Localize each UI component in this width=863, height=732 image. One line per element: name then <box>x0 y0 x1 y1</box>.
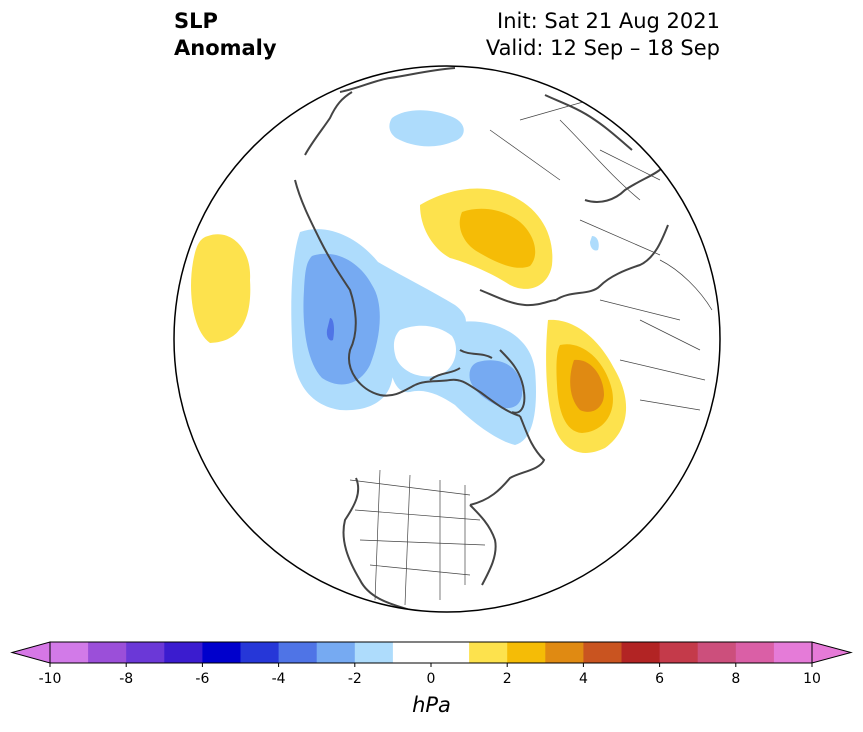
colorbar-tick-label: 6 <box>655 671 664 687</box>
negative-anomaly-greenland-mid <box>469 360 523 409</box>
colorbar-tick-label: 0 <box>427 671 436 687</box>
positive-anomaly-siberia-mid <box>459 208 536 268</box>
colorbar-segment <box>583 642 622 663</box>
colorbar-extend-min <box>10 641 51 664</box>
colorbar-segment <box>621 642 661 663</box>
colorbar-tick-label: -6 <box>195 671 209 687</box>
colorbar-tick-label: 10 <box>803 671 821 687</box>
forecast-info: Init: Sat 21 Aug 2021 Valid: 12 Sep – 18… <box>486 8 720 62</box>
colorbar-tick-label: -10 <box>39 671 62 687</box>
positive-anomaly-pacific-core <box>570 359 604 412</box>
colorbar-tick-label: -4 <box>272 671 286 687</box>
colorbar-segment <box>507 642 546 663</box>
colorbar-unit: hPa <box>412 693 451 717</box>
colorbar-segment <box>126 642 165 663</box>
polar-map <box>173 65 721 613</box>
negative-anomaly-small <box>590 236 599 251</box>
colorbar-segment <box>431 642 470 663</box>
colorbar-segment <box>202 642 241 663</box>
colorbar-ticks: -10 -8 -6 -4 -2 0 2 4 6 8 10 <box>39 663 821 687</box>
colorbar-segment <box>354 642 394 663</box>
negative-anomaly-arctic-top <box>389 110 464 147</box>
map-title: SLP Anomaly <box>174 8 277 62</box>
init-date: Init: Sat 21 Aug 2021 <box>497 9 720 33</box>
colorbar-segment <box>697 642 737 663</box>
colorbar-segment <box>735 642 775 663</box>
colorbar-extend-max <box>811 641 853 664</box>
negative-anomaly-europe-mid <box>303 253 380 385</box>
colorbar-segment <box>278 642 318 663</box>
colorbar-tick-label: 4 <box>579 671 588 687</box>
colorbar-segment <box>469 642 508 663</box>
title-line-1: SLP <box>174 9 218 33</box>
political-borders <box>349 99 713 606</box>
colorbar-tick-label: 2 <box>503 671 512 687</box>
colorbar-tick-label: -8 <box>119 671 133 687</box>
map-frame <box>173 65 721 613</box>
positive-anomaly-atlantic <box>191 234 251 343</box>
colorbar-segment <box>88 642 127 663</box>
colorbar-segment <box>50 642 89 663</box>
colorbar-segment <box>773 642 813 663</box>
colorbar: -10 -8 -6 -4 -2 0 2 4 6 8 10 <box>10 641 853 687</box>
colorbar-segment <box>545 642 584 663</box>
colorbar-segment <box>316 642 356 663</box>
title-line-2: Anomaly <box>174 36 277 60</box>
polar-white-patch <box>393 325 456 377</box>
negative-anomaly-europe-core <box>326 318 334 341</box>
colorbar-tick-label: -2 <box>348 671 362 687</box>
colorbar-segment <box>392 642 432 663</box>
colorbar-segment <box>659 642 699 663</box>
coastlines <box>294 67 669 611</box>
valid-range: Valid: 12 Sep – 18 Sep <box>485 36 720 60</box>
colorbar-segment <box>164 642 203 663</box>
colorbar-segment <box>240 642 280 663</box>
colorbar-tick-label: 8 <box>731 671 740 687</box>
colorbar-segments <box>10 641 853 664</box>
